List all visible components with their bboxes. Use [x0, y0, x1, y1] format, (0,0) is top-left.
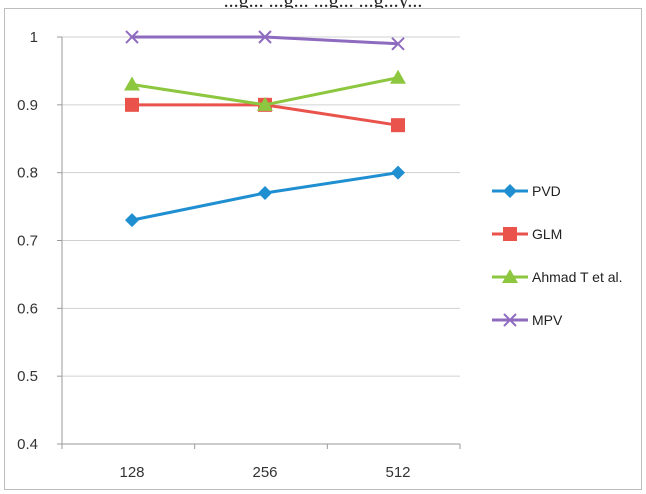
- chart-frame: [4, 8, 642, 490]
- series-group: [124, 30, 406, 228]
- y-tick-label: 0.6: [17, 300, 38, 317]
- legend-marker: [503, 313, 517, 327]
- x-marker-stroke: [125, 30, 139, 44]
- x-marker-stroke: [391, 37, 405, 51]
- legend-label: PVD: [532, 183, 561, 199]
- legend-item-ahmad-t-et-al: Ahmad T et al.: [492, 269, 623, 285]
- y-tick-label: 0.7: [17, 233, 38, 250]
- data-point-pvd: [391, 165, 405, 180]
- y-tick-label: 0.4: [17, 436, 38, 453]
- data-point-ahmad-t-et-al: [124, 76, 140, 91]
- data-point-ahmad-t-et-al: [390, 69, 406, 84]
- data-point-ahmad-t-et-al: [257, 96, 273, 111]
- x-tick-label: 256: [252, 464, 277, 481]
- data-point-pvd: [125, 213, 139, 228]
- axes: [57, 36, 461, 449]
- legend-item-pvd: PVD: [492, 183, 561, 199]
- data-point-mpv: [391, 37, 405, 51]
- x-marker-stroke: [258, 30, 272, 44]
- x-tick-labels: 128 256 512: [119, 464, 410, 481]
- data-point-glm: [125, 97, 139, 112]
- x-tick-label: 512: [385, 464, 410, 481]
- y-tick-label: 1: [30, 29, 38, 46]
- x-tick-label: 128: [119, 464, 144, 481]
- legend-marker: [502, 269, 518, 283]
- data-point-glm: [391, 118, 405, 133]
- legend-marker: [503, 227, 517, 241]
- legend-item-mpv: MPV: [492, 312, 563, 328]
- y-tick-label: 0.8: [17, 165, 38, 182]
- data-point-mpv: [258, 30, 272, 44]
- legend-label: MPV: [532, 312, 563, 328]
- x-marker-stroke: [503, 313, 517, 327]
- y-tick-label: 0.5: [17, 368, 38, 385]
- legend-label: Ahmad T et al.: [532, 269, 623, 285]
- legend-marker: [503, 184, 517, 198]
- legend: PVD GLM Ahmad T et al. MPV: [492, 183, 623, 328]
- y-tick-label: 0.9: [17, 97, 38, 114]
- data-point-pvd: [258, 186, 272, 201]
- data-point-mpv: [125, 30, 139, 44]
- legend-item-glm: GLM: [492, 226, 562, 242]
- y-tick-labels: 0.4 0.5 0.6 0.7 0.8 0.9 1: [17, 29, 38, 453]
- gridlines: [62, 36, 460, 377]
- legend-label: GLM: [532, 226, 562, 242]
